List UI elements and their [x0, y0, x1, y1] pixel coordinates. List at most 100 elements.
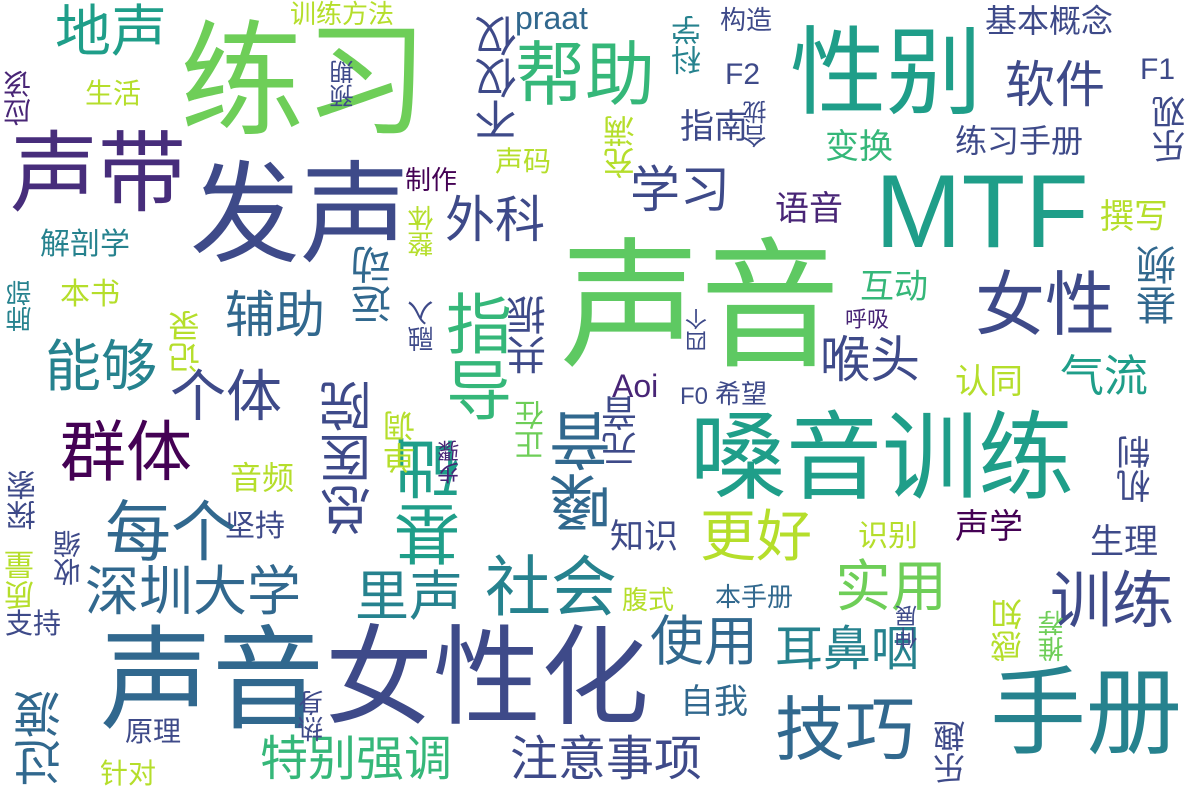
- word-chongman: 充满: [602, 115, 640, 179]
- word-feibu: 肺部: [6, 280, 36, 332]
- word-tebie-qiangdiao: 特别强调: [260, 731, 453, 787]
- word-zhidao: 指导: [435, 290, 512, 422]
- word-rongru: 融入: [408, 300, 438, 352]
- word-zhishi: 知识: [610, 517, 678, 557]
- word-bujinjin: 不仅仅: [474, 15, 523, 141]
- word-zhuyi-shixiang: 注意事项: [510, 731, 703, 787]
- word-genghao: 更好: [700, 505, 812, 570]
- word-rentong: 认同: [955, 362, 1023, 402]
- word-zong-yiyuan: 总医院: [321, 380, 381, 536]
- word-f0: F0: [680, 383, 709, 410]
- word-xingbie: 性别: [790, 17, 982, 129]
- word-guodu: 过渡: [14, 690, 70, 786]
- word-sangyin-xunlian: 嗓音训练: [690, 402, 1074, 514]
- word-bangzhu: 帮助: [515, 34, 655, 116]
- word-jizhi: 机制: [1117, 435, 1157, 503]
- word-xunlian: 训练: [1050, 564, 1175, 637]
- word-sige: 四个: [686, 308, 711, 352]
- word-reshen: 热身: [298, 690, 328, 742]
- word-buzhou: 步骤: [438, 440, 463, 484]
- word-shiyong: 实用: [835, 555, 947, 620]
- word-zhengzai: 正在: [515, 400, 550, 460]
- word-xunlian-fangfa: 训练方法: [290, 0, 395, 30]
- word-yundong: 运动: [352, 245, 398, 325]
- word-jiben-gainian: 基本概念: [985, 2, 1114, 40]
- word-yinpin: 音频: [230, 459, 295, 497]
- word-zhendui: 针对: [100, 757, 157, 790]
- word-qiliu: 气流: [1060, 351, 1148, 402]
- word-kexue: 科学: [672, 15, 707, 75]
- word-lianxi: 练习: [180, 10, 429, 154]
- word-jianchi: 坚持: [225, 509, 285, 544]
- word-zhinan: 指南: [680, 107, 748, 147]
- word-shengxue: 声学: [955, 507, 1023, 547]
- word-bianhuan: 变换: [825, 127, 893, 167]
- word-tuijian: 推荐: [1038, 610, 1068, 662]
- word-shouce: 手册: [990, 657, 1182, 769]
- word-shengdai: 声带: [10, 122, 187, 225]
- word-ruanjian: 软件: [1005, 56, 1105, 114]
- word-lequ: 乐趣: [932, 720, 970, 784]
- word-shiyong2: 使用: [650, 610, 758, 673]
- word-ganzhi: 感知: [989, 598, 1027, 662]
- word-benshu: 本书: [60, 277, 120, 312]
- word-ziwo: 自我: [680, 682, 748, 722]
- word-nvxinghua: 女性化: [325, 616, 650, 741]
- word-yuanyin: 元音: [602, 395, 643, 467]
- word-xiwang: 希望: [715, 380, 768, 410]
- word-dandiao: 单调: [382, 410, 420, 474]
- word-zhiliang: 质量: [5, 550, 40, 610]
- word-fasheng: 发声: [190, 151, 410, 279]
- word-zhichi: 支持: [5, 607, 62, 640]
- word-huxi: 呼吸: [845, 308, 890, 333]
- word-gouzao: 构造: [720, 6, 773, 36]
- word-shengyin-large: 声音: [560, 226, 841, 389]
- word-leguan: 乐观: [1152, 95, 1192, 163]
- word-hudong: 互动: [860, 267, 928, 307]
- word-zhizuo: 制作: [405, 166, 458, 196]
- word-f1: F1: [1140, 53, 1176, 86]
- word-jiqiao: 技巧: [775, 689, 915, 771]
- word-gongzhen: 共振: [507, 295, 553, 375]
- word-zhuanxie: 撰写: [1100, 197, 1168, 237]
- word-qunti: 群体: [60, 414, 192, 491]
- word-mtf: MTF: [875, 154, 1089, 270]
- word-jilu: 记录: [167, 310, 205, 374]
- word-fushi: 腹式: [622, 586, 675, 616]
- word-shenghuo: 生活: [85, 77, 142, 110]
- word-erbiyan: 耳鼻咽: [775, 621, 920, 677]
- word-fuzhu: 辅助: [225, 286, 325, 344]
- word-yuqi: 预期: [330, 60, 358, 108]
- word-lianxi-shouce: 练习手册: [955, 122, 1084, 160]
- word-zhengti: 整体: [408, 205, 438, 257]
- word-shengyin-medium: 声音: [100, 616, 324, 746]
- word-benshouce: 本手册: [715, 583, 794, 613]
- word-praat: praat: [515, 0, 588, 36]
- word-xuexi: 学习: [630, 161, 730, 219]
- word-shenzhen-daxue: 深圳大学: [85, 560, 301, 623]
- word-shenzhan: 伸展: [896, 605, 921, 649]
- word-jipin: 基频: [1137, 245, 1183, 325]
- word-jiepouxue: 解剖学: [40, 227, 130, 262]
- word-shengma: 声码: [495, 145, 552, 178]
- word-nvxing: 女性: [975, 264, 1115, 346]
- word-yinggai: 应该: [2, 70, 35, 126]
- word-lisheng: 里声: [355, 565, 463, 628]
- word-waike: 外科: [445, 191, 545, 249]
- word-shengli: 生理: [1090, 522, 1158, 562]
- word-shibie: 识别: [858, 519, 918, 554]
- word-houtou: 喉头: [820, 331, 920, 389]
- word-nenggou: 能够: [45, 335, 157, 400]
- word-shehui: 社会: [485, 549, 617, 626]
- word-shousuo: 收缩: [52, 530, 85, 586]
- word-tansuo: 探索: [7, 470, 42, 530]
- word-yuyin: 语音: [775, 189, 843, 229]
- word-disheng: 地声: [55, 0, 167, 65]
- word-helong: 合拢: [743, 100, 771, 148]
- word-aoi: Aoi: [612, 368, 659, 404]
- word-yuanli: 原理: [125, 715, 182, 748]
- word-f2: F2: [725, 58, 761, 91]
- word-meige: 每个: [105, 494, 237, 571]
- word-geti: 个体: [170, 365, 282, 430]
